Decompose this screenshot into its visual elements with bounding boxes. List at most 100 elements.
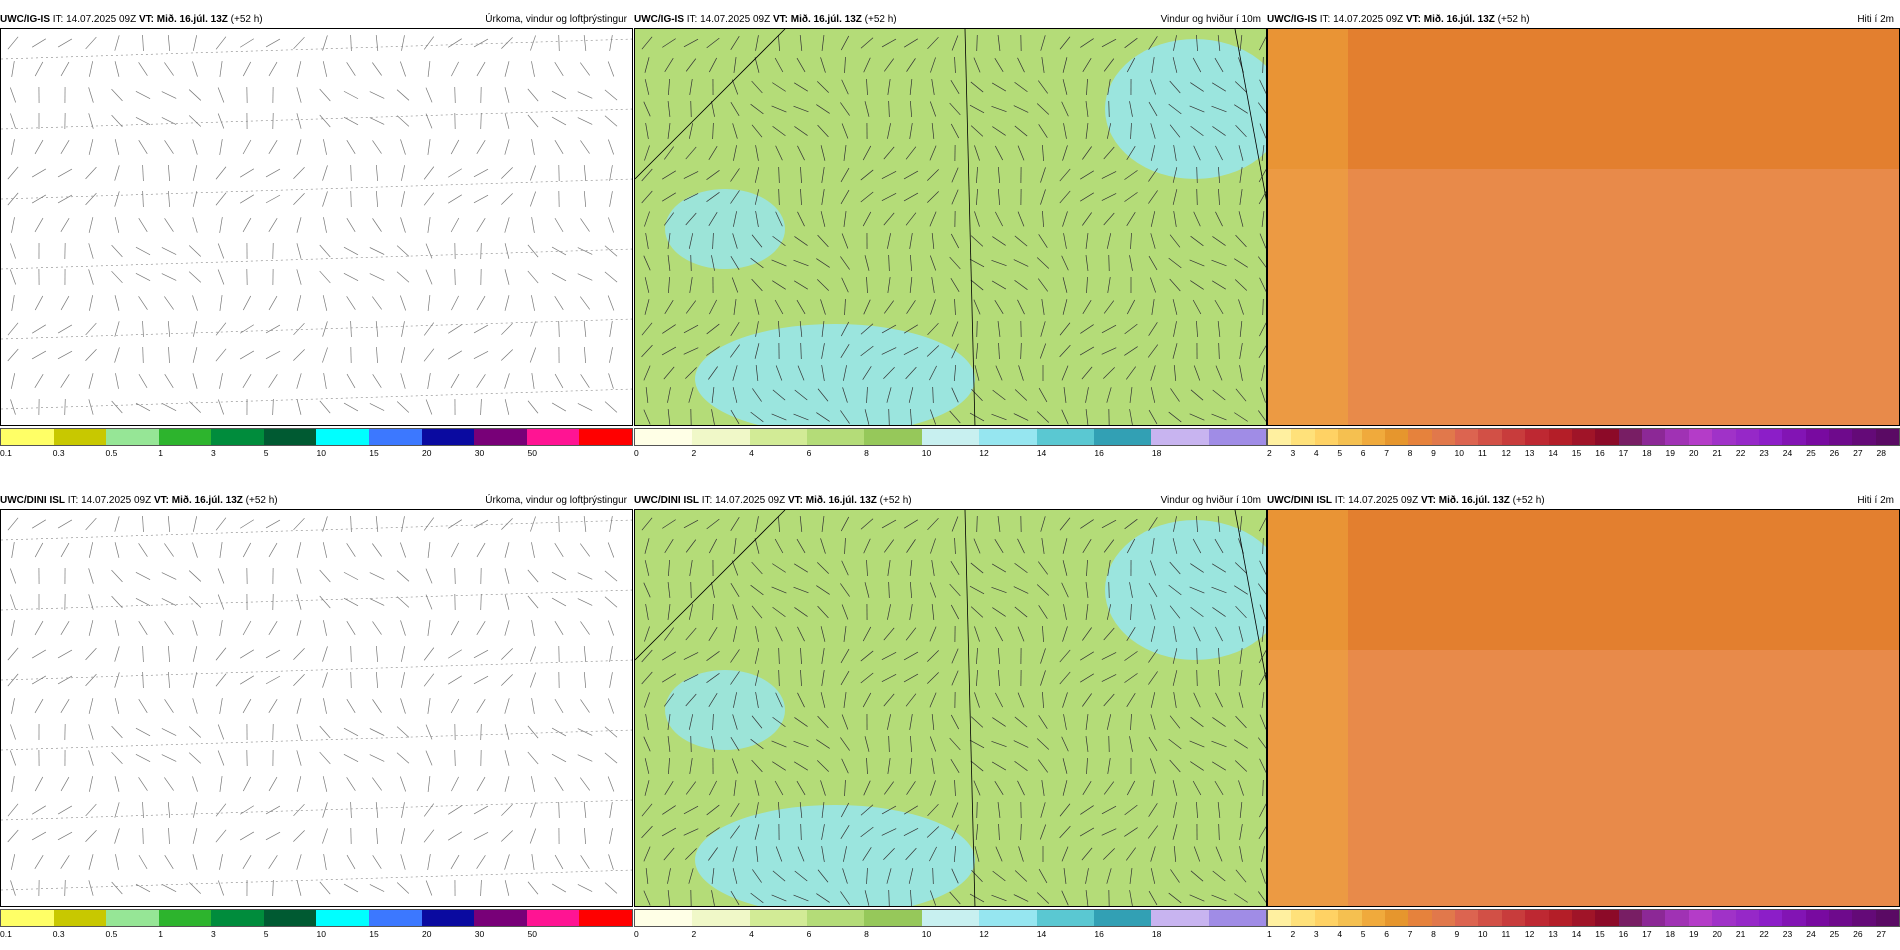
wind-arrow: [529, 828, 537, 844]
wind-arrow: [863, 780, 871, 796]
wind-arrow: [530, 321, 536, 337]
wind-arrow: [1036, 103, 1050, 115]
wind-arrow: [1190, 606, 1204, 618]
wind-arrow: [1148, 517, 1158, 531]
wind-arrow: [755, 802, 759, 818]
graticule-line: [1, 318, 632, 340]
wind-arrow: [1239, 189, 1243, 205]
wind-arrow: [554, 373, 564, 389]
wind-arrow: [423, 166, 435, 180]
wind-arrow: [950, 277, 960, 293]
wind-arrow: [580, 855, 590, 869]
ocean-background: [1, 510, 632, 906]
colorbar-tick-label: 28: [1876, 448, 1887, 458]
wind-arrow: [1081, 366, 1093, 380]
wind-arrow: [192, 542, 198, 558]
wind-arrow: [883, 848, 895, 860]
wind-arrow: [111, 881, 123, 895]
wind-arrow: [1059, 36, 1071, 50]
init-time: IT: 14.07.2025 09Z: [1319, 14, 1404, 25]
wind-arrow: [969, 893, 985, 903]
colorbar-tick-label: 18: [1151, 929, 1162, 939]
wind-arrow: [688, 604, 694, 620]
wind-arrow: [192, 516, 198, 532]
wind-arrow: [504, 61, 510, 77]
wind-arrow: [343, 753, 359, 763]
wind-arrow: [1150, 714, 1156, 730]
wind-arrow: [641, 649, 653, 663]
wind-arrow: [423, 829, 435, 843]
wind-arrow: [992, 126, 1006, 136]
wind-arrow: [685, 848, 697, 860]
wind-arrow: [641, 344, 653, 358]
wind-arrow: [843, 626, 847, 642]
wind-arrow: [840, 670, 850, 686]
wind-arrow: [866, 276, 868, 294]
wind-arrow: [1148, 190, 1158, 204]
wind-arrow: [688, 868, 694, 884]
wind-arrow: [1259, 322, 1266, 337]
wind-arrow: [215, 322, 227, 336]
wind-arrow: [1062, 145, 1068, 161]
wind-arrow: [843, 365, 847, 381]
wind-arrow: [951, 648, 959, 664]
colorbar-swatch: [1093, 910, 1152, 926]
wind-arrow: [296, 373, 302, 389]
colorbar-swatch: [635, 910, 693, 926]
wind-arrow: [908, 868, 914, 884]
colorbar-tick-label: 1: [158, 929, 163, 939]
wind-arrow: [793, 259, 809, 267]
wind-arrow: [85, 36, 97, 50]
wind-arrow: [903, 827, 919, 837]
colorbar-swatch: [1712, 429, 1736, 445]
wind-arrow: [219, 295, 223, 311]
wind-arrow: [706, 673, 720, 683]
wind-arrow: [1013, 413, 1029, 421]
wind-arrow: [994, 626, 1004, 642]
wind-arrow: [730, 803, 740, 817]
wind-arrow: [115, 854, 119, 870]
colorbar-swatch: [692, 910, 750, 926]
wind-arrow: [1059, 803, 1071, 817]
colorbar-tick-label: 16: [1595, 448, 1605, 458]
wind-arrow: [840, 410, 850, 424]
wind-arrow: [976, 188, 978, 206]
wind-arrow: [1217, 516, 1221, 532]
wind-arrow: [425, 594, 433, 610]
wind-arrow: [863, 538, 871, 554]
wind-arrow: [1169, 605, 1181, 619]
wind-arrow: [1170, 869, 1180, 883]
wind-arrow: [1040, 321, 1046, 337]
wind-arrow: [755, 846, 759, 862]
wind-arrow: [794, 82, 808, 92]
wind-arrow: [296, 243, 302, 259]
wind-arrow: [1013, 586, 1029, 594]
colorbar-swatch: [1782, 429, 1806, 445]
wind-arrow: [558, 801, 560, 819]
wind-arrow: [501, 648, 513, 660]
wind-arrow: [1126, 780, 1136, 796]
wind-arrow: [711, 409, 715, 425]
wind-arrow: [1259, 277, 1266, 293]
wind-arrow: [296, 295, 302, 311]
wind-arrow: [821, 167, 825, 183]
wind-arrow: [296, 399, 302, 415]
wind-arrow: [754, 824, 760, 840]
wind-arrow: [1059, 168, 1071, 182]
wind-arrow: [931, 123, 935, 139]
wind-arrow: [927, 650, 939, 662]
wind-arrow: [504, 295, 510, 311]
wind-arrow: [751, 605, 763, 619]
wind-arrow: [1192, 780, 1202, 796]
colorbar-swatch: [1642, 910, 1666, 926]
wind-arrow: [1173, 365, 1177, 381]
wind-arrow: [1234, 585, 1248, 595]
wind-arrow: [1037, 278, 1049, 292]
wind-arrow: [142, 320, 144, 338]
wind-arrow: [57, 168, 73, 178]
colorbar-tick-label: 18: [1642, 448, 1652, 458]
wind-arrow: [240, 324, 254, 334]
wind-arrow: [997, 188, 1001, 206]
wind-arrow: [215, 647, 227, 661]
wind-arrow: [883, 367, 895, 379]
